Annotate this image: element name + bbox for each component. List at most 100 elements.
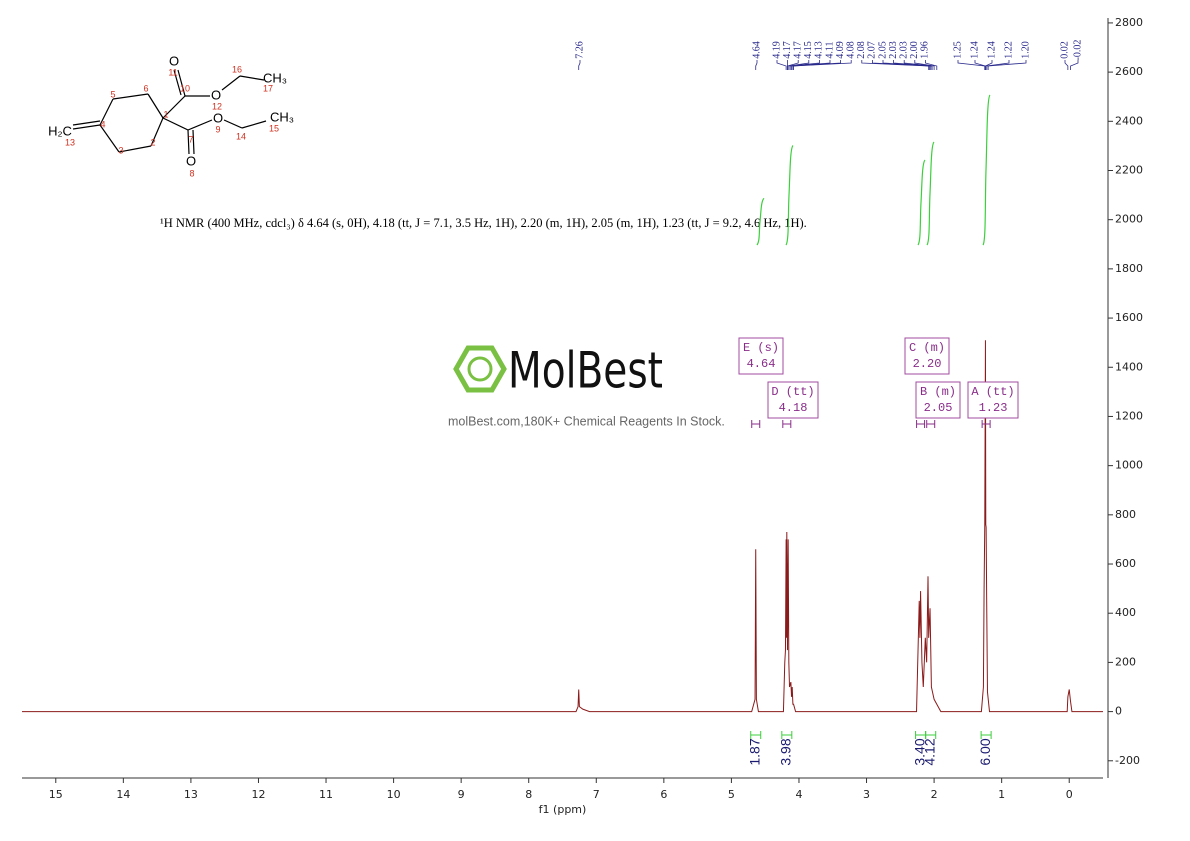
y-tick-label: 1800 xyxy=(1115,262,1143,275)
atom-number: 8 xyxy=(189,168,194,178)
peak-label: 4.17 xyxy=(792,41,803,59)
x-axis-label: f1 (ppm) xyxy=(539,803,587,816)
multiplet-label: E (s) xyxy=(743,341,779,355)
atom-number: 2 xyxy=(150,137,155,147)
watermark: MolBest molBest.com,180K+ Chemical Reage… xyxy=(448,342,725,429)
y-tick-label: 1000 xyxy=(1115,459,1143,472)
peak-label: 1.22 xyxy=(1003,41,1014,59)
multiplet-shift: 1.23 xyxy=(979,401,1008,415)
atom-number: 17 xyxy=(263,83,273,93)
multiplet-range xyxy=(981,420,991,428)
peak-label: 1.20 xyxy=(1020,41,1031,59)
atom-number: 10 xyxy=(180,83,190,93)
x-tick-label: 8 xyxy=(525,788,532,801)
x-tick-label: 5 xyxy=(728,788,735,801)
y-tick-label: 2000 xyxy=(1115,213,1143,226)
peak-label: 1.96 xyxy=(920,41,931,59)
peak-leader xyxy=(787,60,799,70)
atom-number: 9 xyxy=(215,124,220,134)
atom-label: O xyxy=(211,87,221,102)
peak-leader xyxy=(987,60,1027,70)
integral-value: 3.40 xyxy=(911,738,927,765)
integral-curve xyxy=(917,159,926,246)
peak-label: 4.15 xyxy=(803,41,814,59)
peak-label: 2.08 xyxy=(856,41,867,59)
peak-label: 4.13 xyxy=(814,41,825,59)
peak-label: 2.03 xyxy=(888,41,899,59)
y-tick-label: 2200 xyxy=(1115,163,1143,176)
atom-number: 11 xyxy=(168,67,177,77)
peak-label: 2.05 xyxy=(877,41,888,59)
atom-number: 13 xyxy=(65,137,75,147)
integral-bracket xyxy=(980,731,992,739)
atom-number: 12 xyxy=(212,101,222,111)
peak-label: 4.09 xyxy=(835,41,846,59)
x-tick-label: 15 xyxy=(49,788,63,801)
peak-label: 0.02 xyxy=(1059,41,1070,59)
peak-label: -0.02 xyxy=(1072,40,1083,61)
y-tick-label: 1400 xyxy=(1115,360,1143,373)
atom-number: 15 xyxy=(269,123,279,133)
peak-leader xyxy=(789,60,820,70)
atom-number: 7 xyxy=(188,134,193,144)
multiplet-shift: 2.05 xyxy=(924,401,953,415)
multiplet-box xyxy=(967,381,1019,419)
y-tick-label: 1600 xyxy=(1115,311,1143,324)
atom-number: 4 xyxy=(100,119,105,129)
integral-bracket xyxy=(915,731,927,739)
y-tick-label: -200 xyxy=(1115,754,1140,767)
y-tick-label: 0 xyxy=(1115,705,1122,718)
peak-label: 4.11 xyxy=(824,41,835,58)
integral-bracket xyxy=(781,731,793,739)
multiplet-shift: 4.18 xyxy=(779,401,808,415)
multiplet-box xyxy=(767,381,819,419)
x-tick-label: 6 xyxy=(660,788,667,801)
multiplet-range xyxy=(751,420,761,428)
y-tick-label: 200 xyxy=(1115,655,1136,668)
peak-leader xyxy=(1070,60,1079,70)
peak-label: 7.26 xyxy=(574,41,585,59)
atom-number: 1 xyxy=(163,109,168,119)
x-tick-label: 1 xyxy=(998,788,1005,801)
peak-label: 1.24 xyxy=(969,41,980,59)
peak-label: 1.25 xyxy=(952,41,963,59)
peak-label: 2.07 xyxy=(867,41,878,59)
multiplet-range xyxy=(782,420,792,428)
atom-number: 16 xyxy=(232,64,242,74)
multiplet-label: D (tt) xyxy=(771,385,814,399)
x-tick-label: 10 xyxy=(387,788,401,801)
multiplet-range xyxy=(926,420,936,428)
peak-label: 2.03 xyxy=(898,41,909,59)
integral-curve xyxy=(756,197,765,246)
multiplet-range xyxy=(916,420,926,428)
peak-leader xyxy=(914,60,935,70)
multiplet-box xyxy=(915,381,961,419)
x-tick-label: 14 xyxy=(116,788,130,801)
integral-bracket xyxy=(750,731,762,739)
integral-value: 4.12 xyxy=(921,738,937,765)
multiplet-box xyxy=(904,337,950,375)
integral-curve xyxy=(785,145,794,246)
atom-label: CH₃ xyxy=(270,109,294,124)
peak-label: 4.64 xyxy=(751,41,762,59)
spectrum-line xyxy=(22,340,1103,713)
peak-leader xyxy=(903,60,933,70)
peak-leader xyxy=(776,60,787,70)
integral-curve xyxy=(982,94,991,246)
multiplet-shift: 4.64 xyxy=(747,357,776,371)
y-tick-label: 2800 xyxy=(1115,16,1143,29)
peak-label: 4.19 xyxy=(771,41,782,59)
molecule-bonds xyxy=(72,69,267,155)
peak-leader xyxy=(788,60,810,70)
x-tick-label: 7 xyxy=(593,788,600,801)
x-tick-label: 11 xyxy=(319,788,333,801)
integral-value: 1.87 xyxy=(746,738,762,765)
atom-number: 14 xyxy=(236,131,246,141)
peak-leader xyxy=(793,60,852,70)
nmr-description: ¹H NMR (400 MHz, cdcl₃) δ 4.64 (s, 0H), … xyxy=(160,216,807,230)
atom-label: H₂C xyxy=(48,123,72,138)
peak-label: 2.00 xyxy=(909,41,920,59)
peak-leader xyxy=(882,60,932,70)
x-tick-label: 3 xyxy=(863,788,870,801)
